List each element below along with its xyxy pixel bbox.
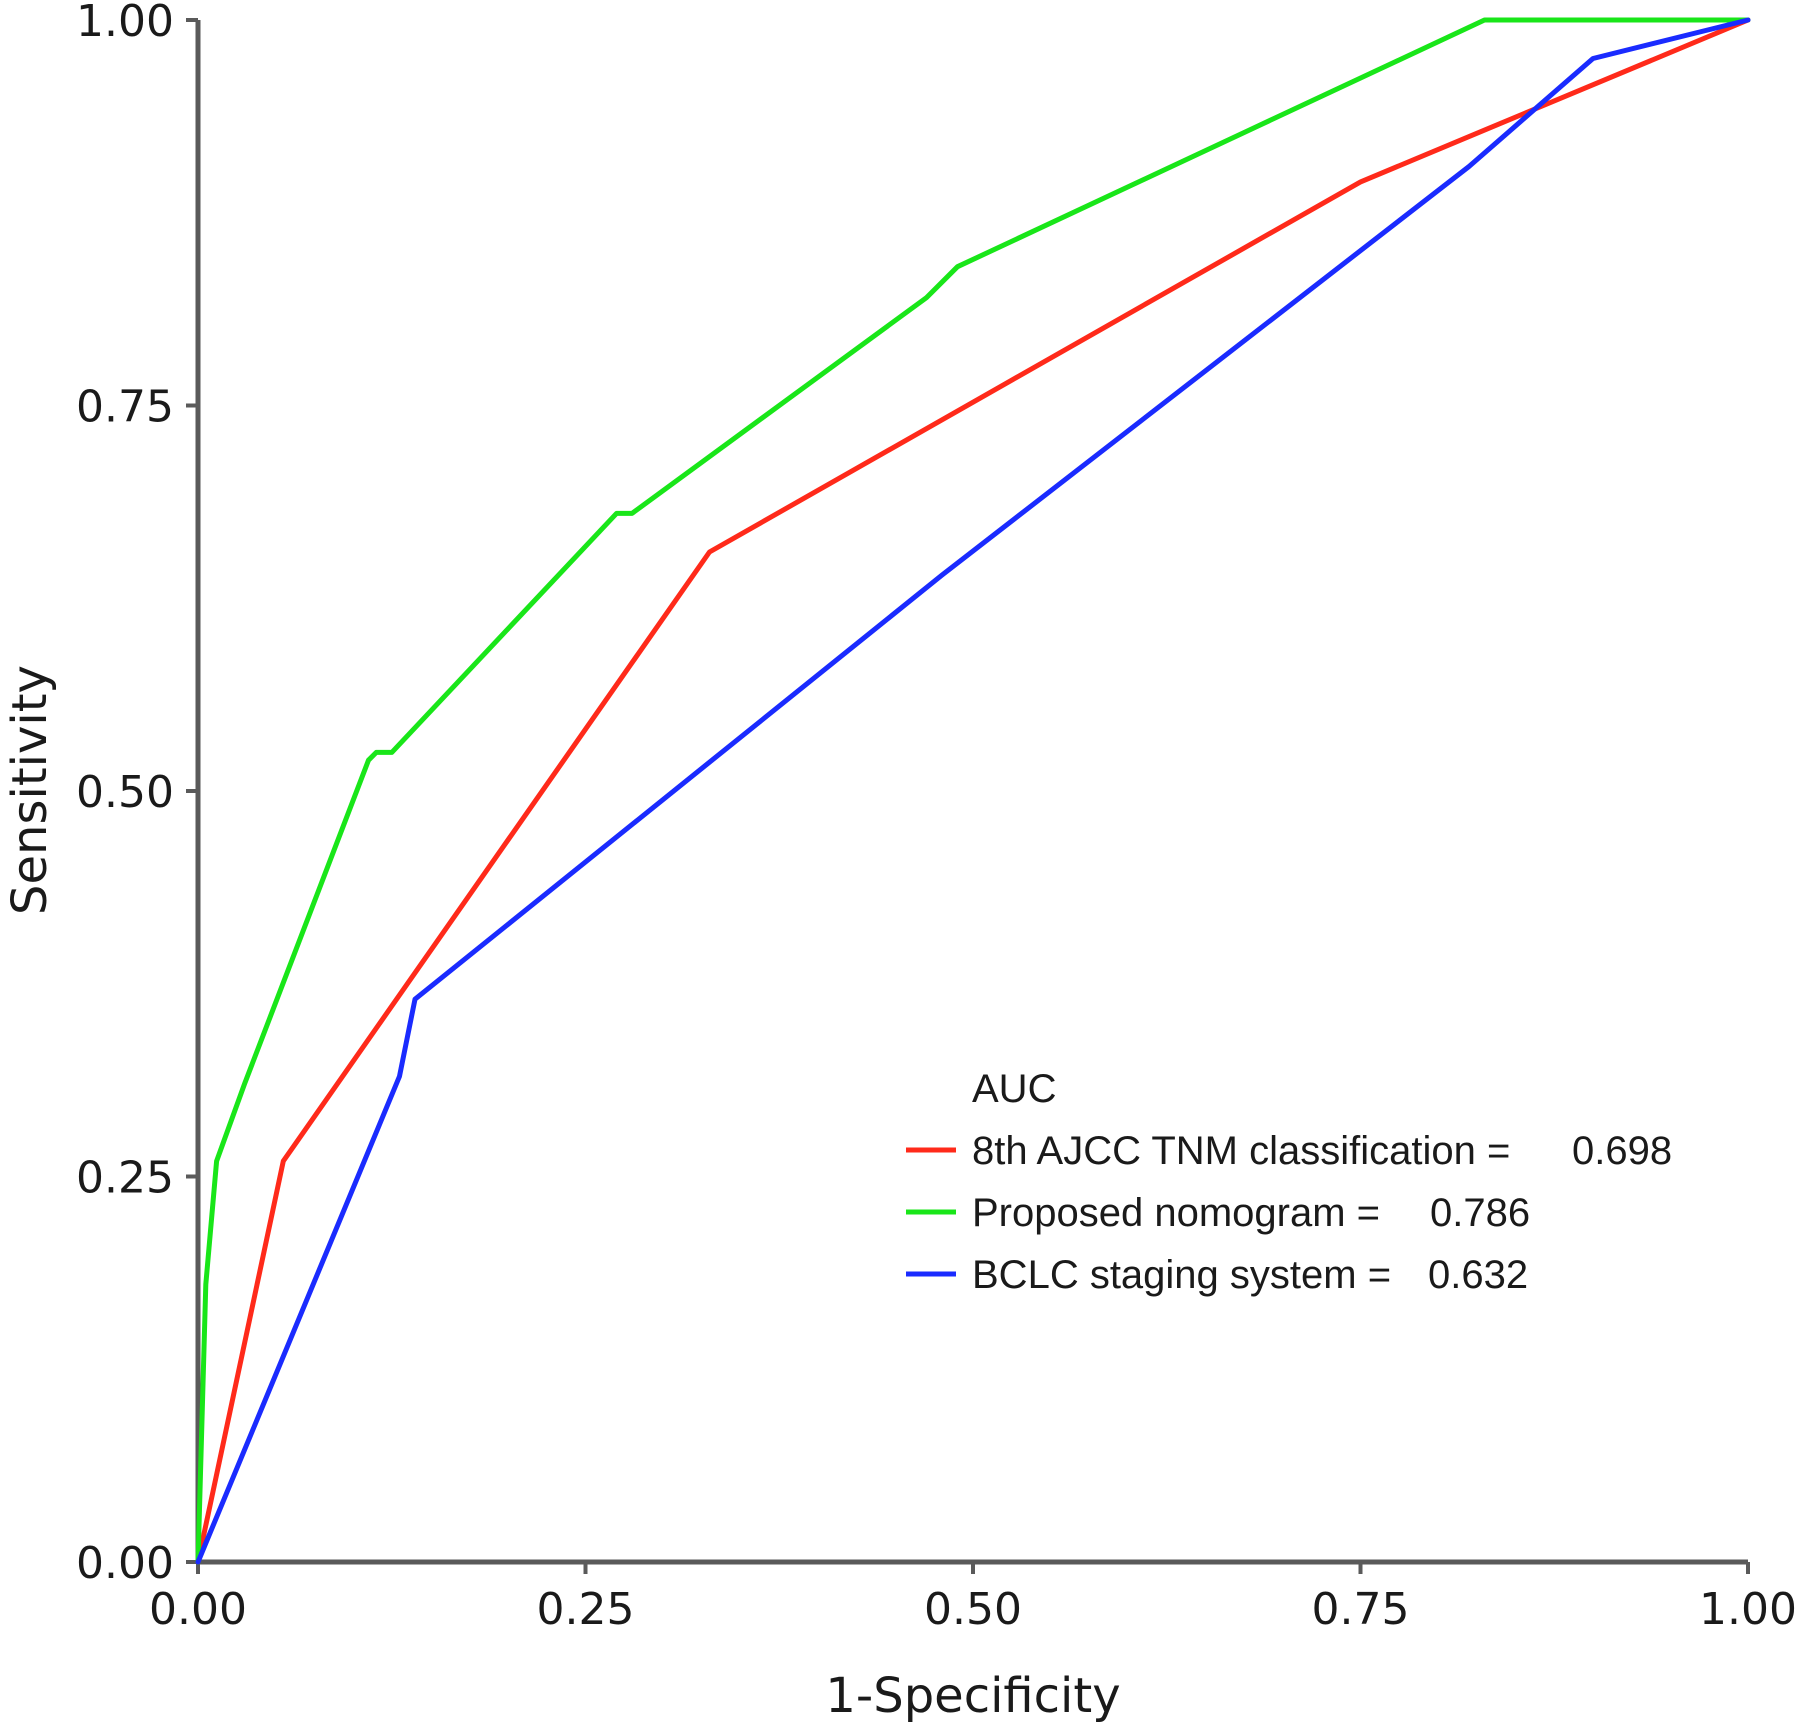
legend-label-tnm: 8th AJCC TNM classification = xyxy=(972,1129,1510,1173)
ticks: 0.00 0.25 0.50 0.75 1.00 0.00 0.25 0.50 0.75 1.00 xyxy=(76,0,1797,1635)
x-tick-label: 0.75 xyxy=(1312,1584,1410,1635)
x-axis-title: 1-Specificity xyxy=(825,1668,1120,1724)
legend: AUC 8th AJCC TNM classification = 0.698 … xyxy=(906,1067,1672,1297)
x-tick-label: 0.25 xyxy=(537,1584,635,1635)
y-tick-label: 0.25 xyxy=(76,1153,174,1204)
x-tick-label: 0.00 xyxy=(149,1584,247,1635)
legend-title: AUC xyxy=(972,1067,1056,1111)
series-line-bclc xyxy=(195,17,1751,1565)
y-tick-label: 1.00 xyxy=(76,0,174,47)
y-tick-label: 0.00 xyxy=(76,1538,174,1589)
y-axis-title: Sensitivity xyxy=(2,665,58,915)
series-line-tnm xyxy=(195,17,1751,1565)
legend-value-nomogram: 0.786 xyxy=(1430,1191,1530,1235)
y-tick-label: 0.75 xyxy=(76,382,174,433)
axes xyxy=(195,20,1748,1565)
y-tick-label: 0.50 xyxy=(76,767,174,818)
legend-label-nomogram: Proposed nomogram = xyxy=(972,1191,1380,1235)
x-tick-label: 1.00 xyxy=(1699,1584,1797,1635)
legend-value-bclc: 0.632 xyxy=(1428,1253,1528,1297)
legend-label-bclc: BCLC staging system = xyxy=(972,1253,1391,1297)
x-tick-label: 0.50 xyxy=(924,1584,1022,1635)
series-group xyxy=(195,17,1751,1565)
series-line-nomogram xyxy=(195,17,1751,1565)
legend-value-tnm: 0.698 xyxy=(1572,1129,1672,1173)
